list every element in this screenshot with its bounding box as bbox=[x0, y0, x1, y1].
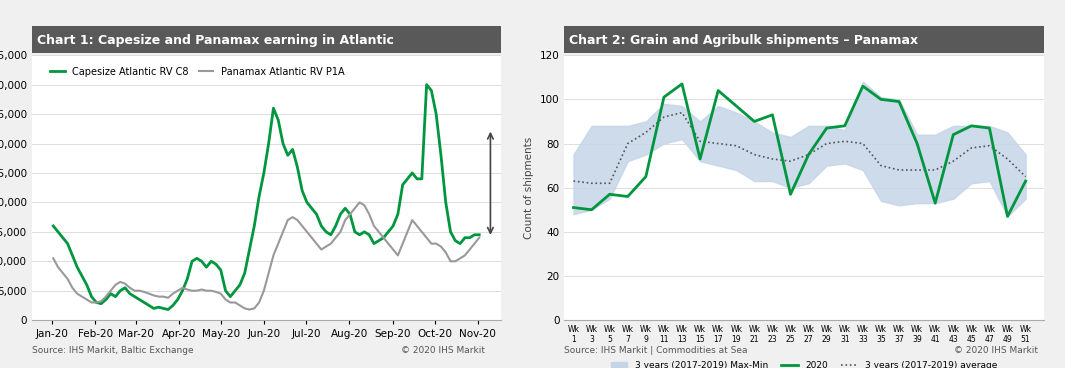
Text: © 2020 IHS Markit: © 2020 IHS Markit bbox=[954, 346, 1038, 355]
Legend: 3 years (2017-2019) Max-Min, 2020, 3 years (2017-2019) average: 3 years (2017-2019) Max-Min, 2020, 3 yea… bbox=[607, 358, 1001, 368]
Y-axis label: Count of shipments: Count of shipments bbox=[524, 137, 535, 239]
Text: Chart 2: Grain and Agribulk shipments – Panamax: Chart 2: Grain and Agribulk shipments – … bbox=[570, 35, 918, 47]
Text: Chart 1: Capesize and Panamax earning in Atlantic: Chart 1: Capesize and Panamax earning in… bbox=[36, 35, 393, 47]
Legend: Capesize Atlantic RV C8, Panamax Atlantic RV P1A: Capesize Atlantic RV C8, Panamax Atlanti… bbox=[46, 63, 348, 81]
Text: Source: IHS Markit | Commodities at Sea: Source: IHS Markit | Commodities at Sea bbox=[564, 346, 748, 355]
Text: © 2020 IHS Markit: © 2020 IHS Markit bbox=[400, 346, 485, 355]
Text: Source: IHS Markit, Baltic Exchange: Source: IHS Markit, Baltic Exchange bbox=[32, 346, 194, 355]
